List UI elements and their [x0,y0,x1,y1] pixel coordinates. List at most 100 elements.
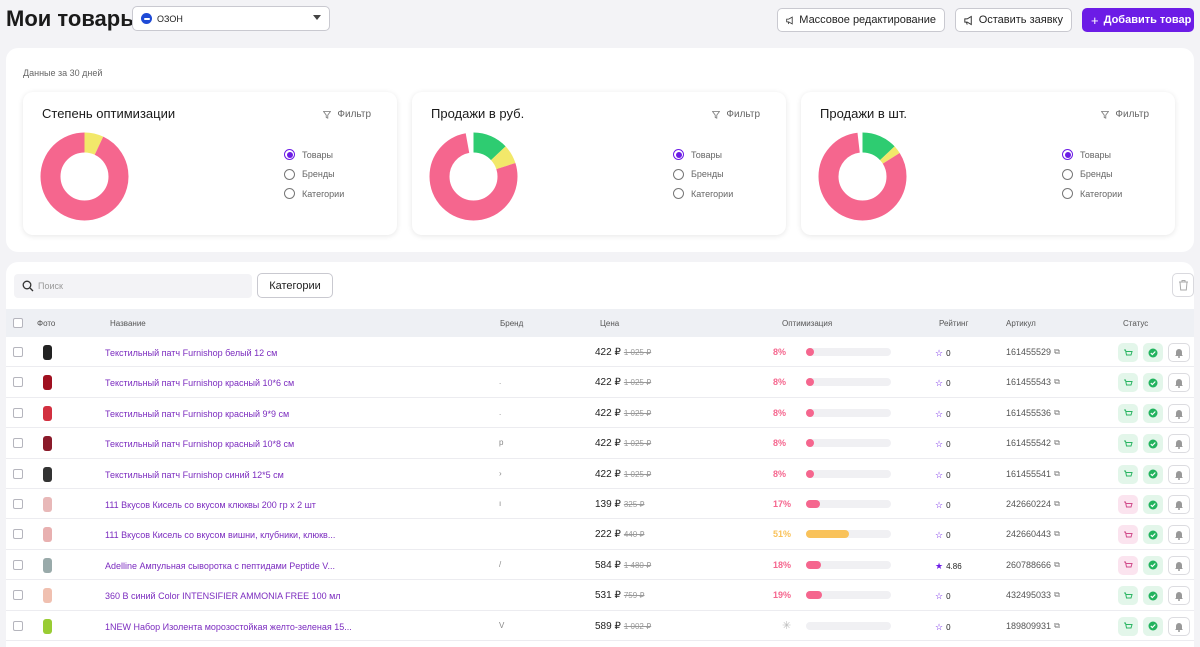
row-checkbox[interactable] [13,468,23,479]
active-status-button[interactable] [1143,343,1163,362]
table-row[interactable]: 360 B синий Color INTENSIFIER AMMONIA FR… [6,580,1194,611]
radio-button[interactable] [284,149,295,161]
col-optimization[interactable]: Оптимизация [782,319,833,328]
radio-button[interactable] [673,188,684,200]
table-row[interactable]: Текстильный патч Furnishop красный 10*6 … [6,367,1194,398]
product-photo[interactable] [40,435,55,452]
external-link-icon[interactable]: ⧉ [1054,529,1060,539]
product-photo[interactable] [40,344,55,361]
table-row[interactable]: Adelline Ампульная сыворотка с пептидами… [6,550,1194,581]
product-photo[interactable] [40,374,55,391]
radio-button[interactable] [1062,168,1073,180]
row-checkbox[interactable] [13,529,23,540]
external-link-icon[interactable]: ⧉ [1054,620,1060,630]
notification-button[interactable] [1168,373,1190,393]
row-checkbox[interactable] [13,407,23,418]
product-name-link[interactable]: Текстильный патч Furnishop красный 10*8 … [105,439,295,450]
col-price[interactable]: Цена [600,319,620,328]
product-photo[interactable] [40,618,55,635]
product-article[interactable]: 189809931 ⧉ [1006,621,1060,631]
active-status-button[interactable] [1143,616,1163,636]
row-checkbox[interactable] [13,559,23,570]
radio-button[interactable] [1062,188,1073,200]
active-status-button[interactable] [1143,434,1163,454]
product-article[interactable]: 161455543 ⧉ [1006,377,1060,387]
product-article[interactable]: 432495033 ⧉ [1006,590,1060,600]
radio-option[interactable]: Категории [284,184,344,204]
product-article[interactable]: 260788666 ⧉ [1006,560,1060,570]
active-status-button[interactable] [1143,586,1163,606]
col-name[interactable]: Название [110,319,146,328]
table-row[interactable]: 111 Вкусов Кисель со вкусом клюквы 200 г… [6,489,1194,520]
radio-option[interactable]: Товары [1062,145,1122,165]
radio-button[interactable] [673,149,684,161]
product-article[interactable]: 161455536 ⧉ [1006,408,1060,418]
radio-option[interactable]: Бренды [1062,165,1122,185]
external-link-icon[interactable]: ⧉ [1054,499,1060,508]
table-row[interactable]: Текстильный патч Furnishop красный 10*8 … [6,428,1194,459]
external-link-icon[interactable]: ⧉ [1054,407,1060,417]
product-name-link[interactable]: Текстильный патч Furnishop красный 9*9 с… [105,408,290,419]
radio-button[interactable] [284,168,295,180]
mass-edit-button[interactable]: Массовое редактирование [777,8,945,32]
optimize-status-button[interactable] [1118,495,1138,514]
product-photo[interactable] [40,587,55,604]
search-input[interactable] [38,281,238,291]
table-row[interactable]: Текстильный патч Furnishop красный 9*9 с… [6,398,1194,429]
active-status-button[interactable] [1143,525,1163,545]
row-checkbox[interactable] [13,438,23,449]
filter-button[interactable]: Фильтр [323,109,371,120]
radio-button[interactable] [1062,149,1073,161]
product-name-link[interactable]: 1NEW Набор Изолента морозостойкая желто-… [105,621,352,632]
add-product-button[interactable]: + Добавить товар [1082,8,1194,32]
product-name-link[interactable]: Текстильный патч Furnishop синий 12*5 см [105,469,284,480]
notification-button[interactable] [1168,555,1190,575]
notification-button[interactable] [1168,525,1190,545]
radio-option[interactable]: Категории [673,184,733,204]
active-status-button[interactable] [1143,495,1163,514]
active-status-button[interactable] [1143,555,1163,575]
active-status-button[interactable] [1143,403,1163,423]
table-row[interactable]: Текстильный патч Furnishop синий 12*5 см… [6,459,1194,489]
product-article[interactable]: 242660443 ⧉ [1006,529,1060,539]
col-article[interactable]: Артикул [1006,319,1036,328]
product-name-link[interactable]: 111 Вкусов Кисель со вкусом клюквы 200 г… [105,500,316,510]
optimize-status-button[interactable] [1118,373,1138,393]
product-photo[interactable] [40,466,55,483]
product-name-link[interactable]: Текстильный патч Furnishop красный 10*6 … [105,378,295,389]
product-name-link[interactable]: Adelline Ампульная сыворотка с пептидами… [105,560,335,571]
row-checkbox[interactable] [13,590,23,601]
optimize-status-button[interactable] [1118,343,1138,362]
external-link-icon[interactable]: ⧉ [1054,347,1060,356]
optimize-status-button[interactable] [1118,434,1138,454]
col-rating[interactable]: Рейтинг [939,319,969,328]
notification-button[interactable] [1168,586,1190,606]
request-button[interactable]: Оставить заявку [955,8,1072,32]
row-checkbox[interactable] [13,499,23,509]
select-all-checkbox[interactable] [13,318,23,328]
notification-button[interactable] [1168,434,1190,454]
optimize-status-button[interactable] [1118,464,1138,484]
radio-option[interactable]: Товары [673,145,733,165]
product-article[interactable]: 161455542 ⧉ [1006,438,1060,448]
product-article[interactable]: 242660224 ⧉ [1006,499,1060,509]
optimize-status-button[interactable] [1118,525,1138,545]
store-select[interactable]: ОЗОН [132,6,330,31]
product-article[interactable]: 161455529 ⧉ [1006,347,1060,357]
product-photo[interactable] [40,405,55,422]
optimize-status-button[interactable] [1118,586,1138,606]
product-name-link[interactable]: Текстильный патч Furnishop белый 12 см [105,348,278,358]
notification-button[interactable] [1168,616,1190,636]
filter-button[interactable]: Фильтр [1101,109,1149,120]
row-checkbox[interactable] [13,347,23,357]
external-link-icon[interactable]: ⧉ [1054,438,1060,448]
product-photo[interactable] [40,557,55,574]
external-link-icon[interactable]: ⧉ [1054,377,1060,387]
radio-option[interactable]: Бренды [284,165,344,185]
row-checkbox[interactable] [13,620,23,631]
optimize-status-button[interactable] [1118,555,1138,575]
radio-button[interactable] [284,188,295,200]
search-box[interactable] [14,274,252,298]
radio-button[interactable] [673,168,684,180]
table-row[interactable]: 111 Вкусов Кисель со вкусом вишни, клубн… [6,519,1194,550]
